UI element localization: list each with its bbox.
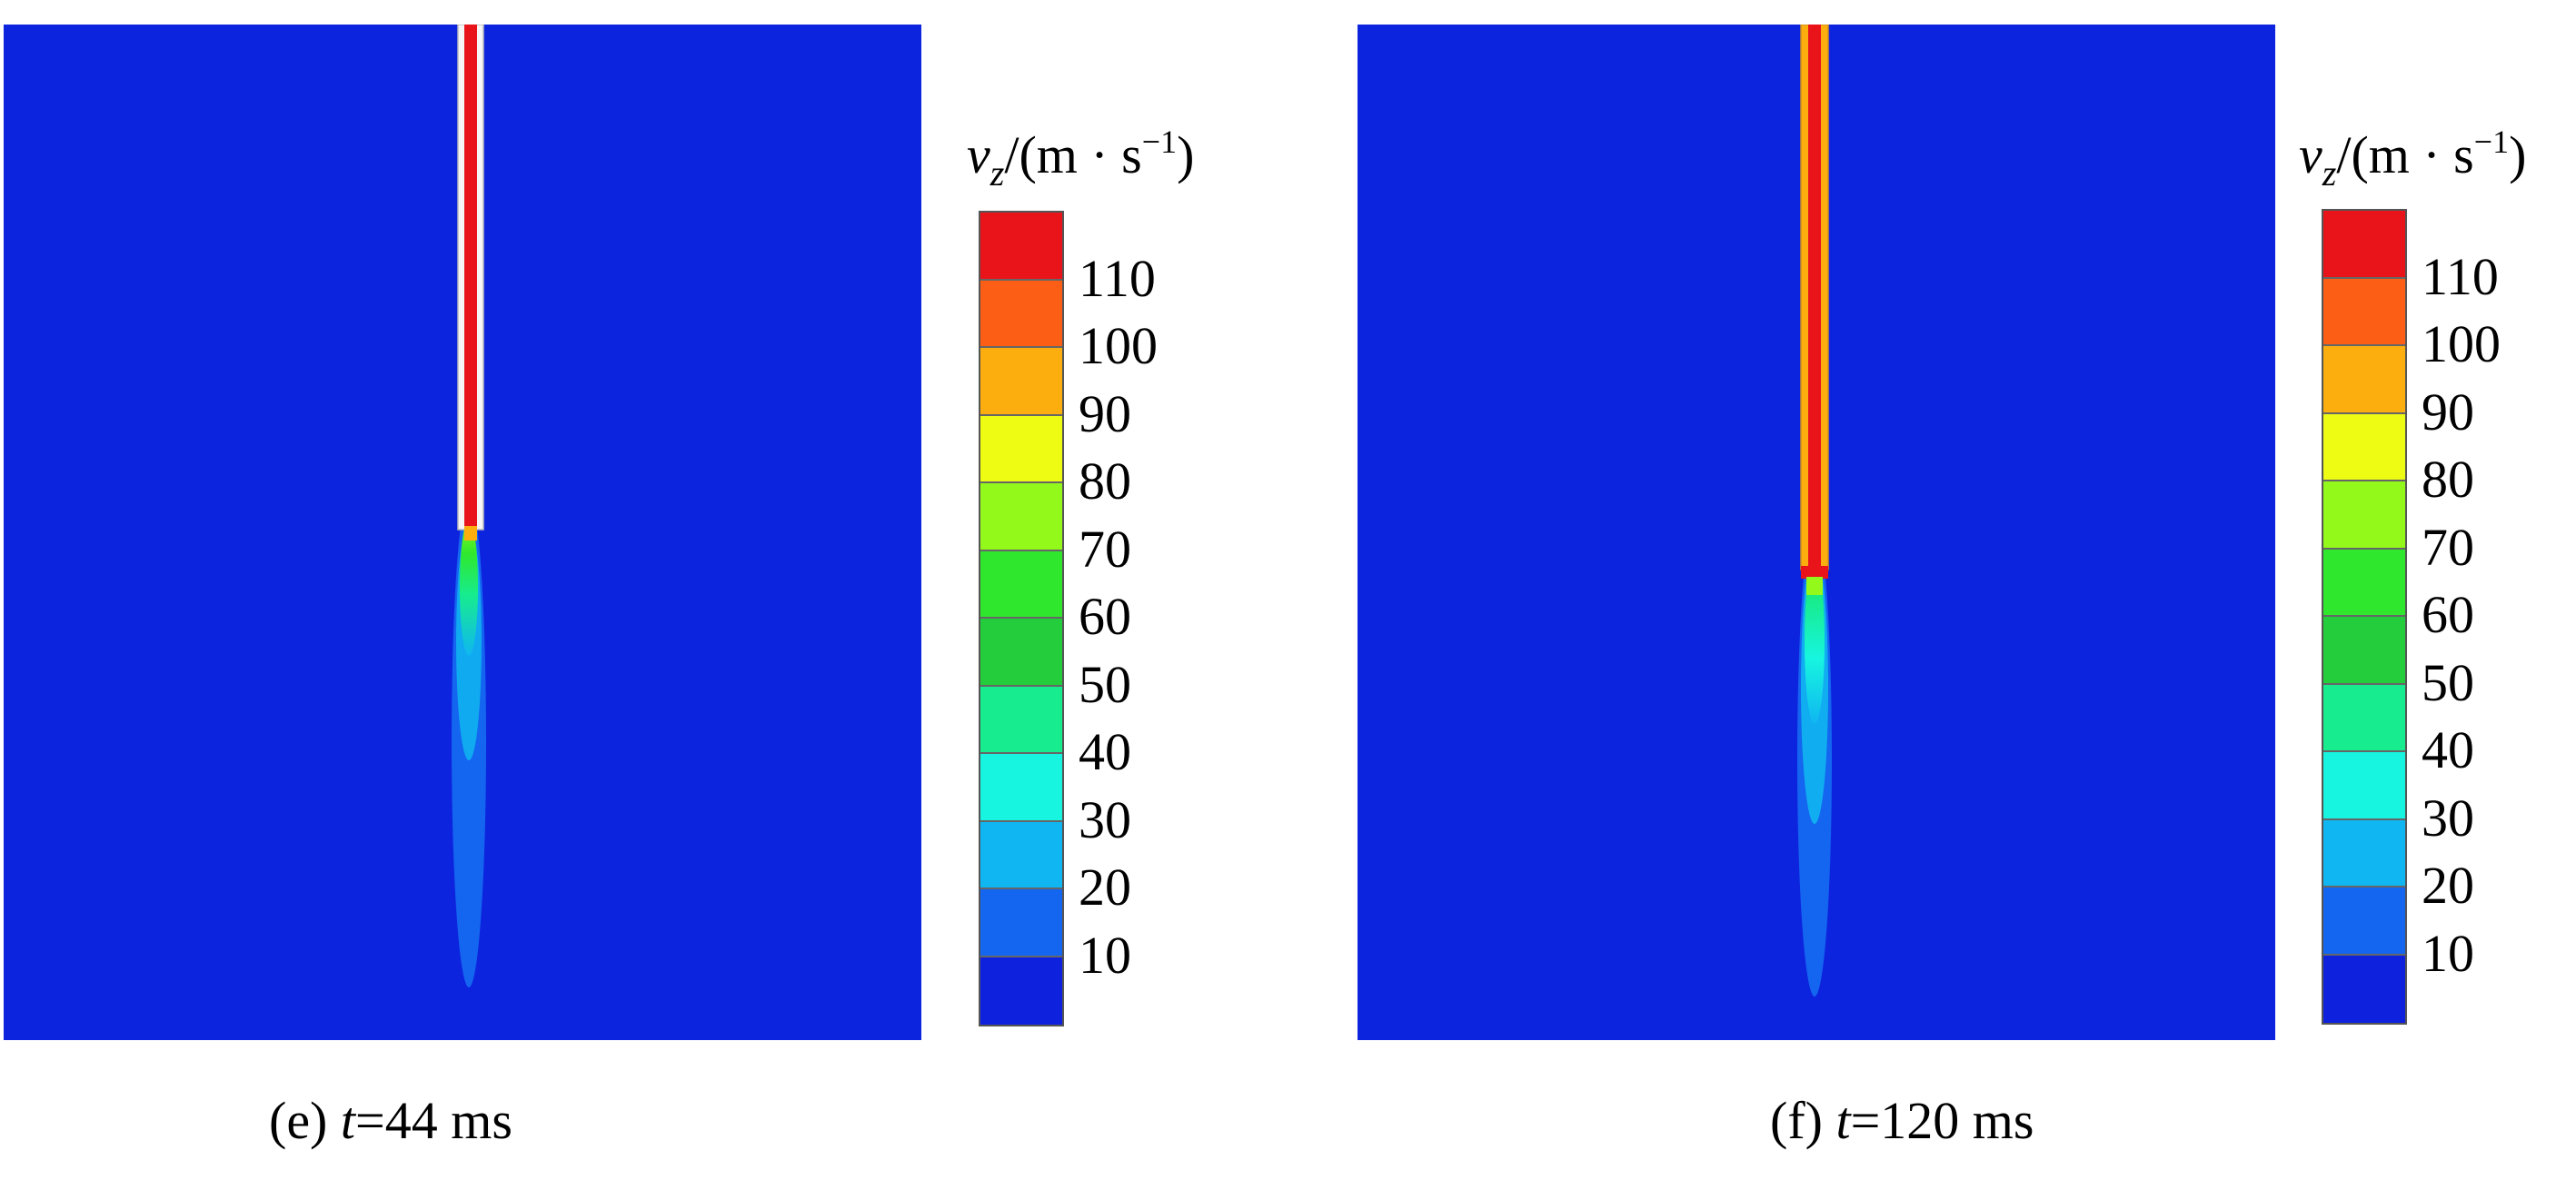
colorbar-swatch	[980, 754, 1062, 822]
colorbar-e: vz/(m · s−1) 110 100 90 80 70 60 50 40 30 20 10	[963, 118, 1254, 1026]
colorbar-tick-label: 110	[1079, 248, 1156, 308]
caption-suffix: =44 ms	[355, 1091, 512, 1150]
colorbar-tick-label: 60	[2422, 585, 2474, 644]
colorbar-tick-label: 40	[2422, 720, 2474, 779]
colorbar-tick-label: 80	[1079, 451, 1131, 511]
colorbar-swatch	[980, 889, 1062, 957]
colorbar-f: vz/(m · s−1) 110 100 90 80 70 60 50 40 30 20 10	[2299, 118, 2576, 1025]
colorbar-swatch	[980, 821, 1062, 889]
velocity-field-plot-f	[1358, 25, 2275, 1040]
colorbar-swatch	[2323, 887, 2405, 956]
colorbar-title-unit: /(m · s	[1004, 125, 1142, 184]
colorbar-swatch	[980, 280, 1062, 348]
colorbar-tick-label: 90	[2422, 382, 2474, 441]
colorbar-swatch	[980, 686, 1062, 754]
colorbar-tick-label: 40	[1079, 722, 1131, 781]
plume-core-f	[1805, 560, 1825, 724]
colorbar-title-e: vz/(m · s−1)	[967, 125, 1194, 192]
colorbar-tick-label: 100	[1079, 316, 1158, 375]
colorbar-tick-label: 10	[2422, 923, 2474, 983]
colorbar-title-unit-sup: −1	[1141, 124, 1178, 160]
colorbar-title-var: v	[967, 125, 990, 184]
caption-var: t	[340, 1091, 355, 1150]
colorbar-swatches-f	[2322, 209, 2407, 1025]
colorbar-swatch	[980, 483, 1062, 551]
colorbar-swatch	[2323, 684, 2405, 752]
caption-e: (e) t=44 ms	[269, 1095, 512, 1147]
nozzle-tip-f	[1801, 566, 1828, 579]
colorbar-title-unit-close: )	[1177, 125, 1195, 184]
colorbar-tick-label: 60	[1079, 587, 1131, 646]
colorbar-swatch	[2323, 617, 2405, 685]
colorbar-tick-label: 20	[1079, 858, 1131, 917]
colorbar-title-sub: z	[990, 153, 1005, 193]
caption-var: t	[1835, 1091, 1851, 1150]
colorbar-title-unit: /(m · s	[2336, 125, 2474, 184]
colorbar-tick-label: 70	[1079, 519, 1131, 579]
colorbar-tick-label: 90	[1079, 383, 1131, 443]
colorbar-swatch	[980, 415, 1062, 483]
velocity-field-svg-f	[1358, 25, 2275, 1040]
caption-suffix: =120 ms	[1850, 1091, 2034, 1150]
colorbar-tick-label: 80	[2422, 450, 2474, 509]
velocity-field-plot-e	[4, 25, 921, 1040]
colorbar-swatch	[2323, 413, 2405, 481]
colorbar-swatch	[980, 348, 1062, 416]
colorbar-tick-label: 20	[2422, 856, 2474, 915]
colorbar-tick-label: 110	[2422, 246, 2499, 306]
jet-core-f	[1808, 25, 1821, 570]
colorbar-swatches-e	[979, 211, 1064, 1026]
colorbar-swatch	[980, 213, 1062, 281]
colorbar-title-f: vz/(m · s−1)	[2299, 125, 2526, 192]
nozzle-tip-e	[464, 526, 477, 540]
caption-prefix: (f)	[1770, 1091, 1836, 1150]
colorbar-tick-label: 10	[1079, 925, 1131, 985]
colorbar-tick-label: 70	[2422, 517, 2474, 577]
colorbar-tick-label: 30	[1079, 789, 1131, 849]
colorbar-tick-label: 30	[2422, 788, 2474, 848]
colorbar-tick-label: 50	[2422, 652, 2474, 712]
colorbar-swatch	[2323, 278, 2405, 346]
colorbar-title-var: v	[2299, 125, 2322, 184]
caption-f: (f) t=120 ms	[1770, 1095, 2034, 1147]
colorbar-swatch	[980, 957, 1062, 1025]
colorbar-tick-label: 50	[1079, 654, 1131, 714]
jet-core-e	[464, 25, 477, 530]
colorbar-swatch	[980, 619, 1062, 687]
velocity-field-svg-e	[4, 25, 921, 1040]
plume-core-e	[460, 520, 478, 656]
colorbar-swatch	[2323, 955, 2405, 1023]
nozzle-outlet-f	[1806, 577, 1823, 595]
colorbar-swatch	[2323, 481, 2405, 550]
colorbar-swatch	[980, 550, 1062, 619]
colorbar-tick-label: 100	[2422, 314, 2501, 373]
colorbar-swatch	[2323, 819, 2405, 887]
colorbar-swatch	[2323, 549, 2405, 617]
colorbar-swatch	[2323, 752, 2405, 820]
colorbar-title-unit-close: )	[2509, 125, 2527, 184]
colorbar-title-sub: z	[2322, 153, 2337, 193]
colorbar-swatch	[2323, 211, 2405, 279]
caption-prefix: (e)	[269, 1091, 341, 1150]
colorbar-title-unit-sup: −1	[2473, 124, 2510, 160]
colorbar-swatch	[2323, 346, 2405, 414]
